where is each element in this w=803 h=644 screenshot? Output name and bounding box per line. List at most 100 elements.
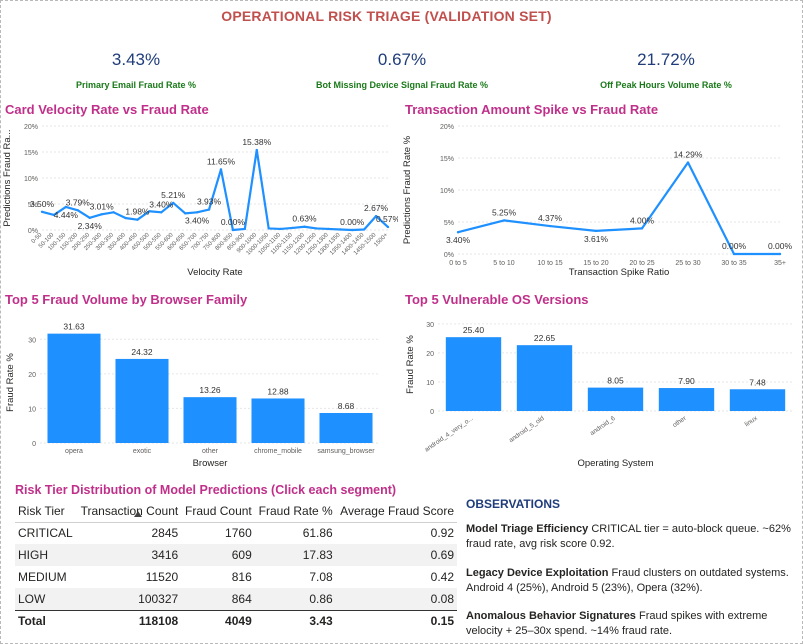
table-row[interactable]: HIGH 3416 609 17.83 0.69 <box>15 544 457 566</box>
table-row[interactable]: LOW 100327 864 0.86 0.08 <box>15 588 457 610</box>
data-point <box>207 208 211 211</box>
column-header[interactable]: Fraud Rate % <box>254 500 336 523</box>
cell-fraud-rate: 7.08 <box>309 570 333 584</box>
data-label: 0.00% <box>340 217 365 227</box>
x-tick-label: android_6 <box>589 415 617 438</box>
data-label: 11.65% <box>207 156 236 166</box>
x-axis-label: Browser <box>193 458 228 469</box>
bar <box>115 358 169 443</box>
kpi-value: 21.72% <box>637 50 695 69</box>
x-tick-label: 5 to 10 <box>493 260 515 267</box>
y-tick-label: 20 <box>28 372 36 379</box>
data-point <box>183 212 187 215</box>
observation-item: Legacy Device Exploitation Fraud cluster… <box>466 566 802 596</box>
y-tick-label: 10% <box>440 188 454 195</box>
spike-chart[interactable]: 0% 5% 10% 15% 20% 3.40% 5.25% 4.37% 3.61% 4.00% 14… <box>400 118 800 278</box>
data-label: 2.67% <box>364 203 389 213</box>
y-axis-label: Predictions Fraud Ra... <box>2 129 13 226</box>
y-tick-label: 0 <box>32 441 36 448</box>
data-label: 5.21% <box>161 190 186 200</box>
y-tick-label: 30 <box>28 337 36 344</box>
bar <box>516 345 573 411</box>
y-tick-label: 10% <box>24 176 38 183</box>
kpi-value: 0.67% <box>377 50 427 69</box>
y-tick-label: 10 <box>426 380 434 387</box>
data-point <box>640 227 644 230</box>
cell-tier: HIGH <box>15 544 77 566</box>
kpi-card-email[interactable]: 3.43% Primary Email Fraud Rate % <box>6 50 266 90</box>
data-label: 5.25% <box>492 207 517 217</box>
data-point <box>339 228 342 231</box>
browser-chart[interactable]: 0 10 20 30 31.63 opera 24.32 exotic 13.26 other 12… <box>0 308 398 473</box>
kpi-card-offpeak[interactable]: 21.72% Off Peak Hours Volume Rate % <box>536 50 796 90</box>
y-tick-label: 10 <box>28 406 36 413</box>
cell-total-label: Total <box>15 609 77 632</box>
bar <box>445 337 502 411</box>
cell-total-score: 0.15 <box>335 609 457 632</box>
data-label: 0.00% <box>768 241 793 251</box>
data-point <box>112 211 115 214</box>
os-chart[interactable]: 0 10 20 30 25.40 android_4_very_o... 22.65 andr… <box>400 308 800 473</box>
data-point <box>160 211 163 214</box>
table-header-row: Risk Tier Transaction Count Fraud Count … <box>15 500 457 523</box>
observation-text: Fraud spikes with extreme velocity + 25–… <box>466 610 768 637</box>
y-tick-label: 0% <box>444 252 454 259</box>
data-label: 7.48 <box>749 377 766 387</box>
data-point <box>303 225 306 228</box>
table-row[interactable]: MEDIUM 11520 816 7.08 0.42 <box>15 566 457 588</box>
y-tick-label: 15% <box>24 150 38 157</box>
observation-item: Anomalous Behavior Signatures Fraud spik… <box>466 609 802 639</box>
data-label: 31.63 <box>63 322 85 332</box>
observation-heading: Model Triage Efficiency <box>466 523 589 535</box>
cell-transaction-count: 100327 <box>76 588 182 610</box>
sort-ascending-icon[interactable] <box>134 511 142 517</box>
observation-text: CRITICAL tier = auto-block queue. ~62% f… <box>466 523 791 550</box>
data-label: 13.26 <box>199 385 221 395</box>
bar <box>47 333 101 443</box>
x-tick-label: 25 to 30 <box>675 260 700 267</box>
data-label: 0.57% <box>376 214 398 224</box>
column-header[interactable]: Fraud Count <box>181 500 255 523</box>
bar <box>251 398 305 443</box>
cell-tier: LOW <box>15 588 77 610</box>
cell-total-transactions: 118108 <box>76 609 182 632</box>
table-row[interactable]: CRITICAL 2845 1760 61.86 0.92 <box>15 522 457 544</box>
cell-tier: MEDIUM <box>18 570 67 584</box>
cell-transaction-count: 11520 <box>145 570 179 584</box>
velocity-chart[interactable]: 0% 5% 10% 15% 20% 3.50%4.44% 3.79% 2.34% 3.01% 1.… <box>0 118 398 278</box>
data-point <box>52 213 56 217</box>
spike-chart-title: Transaction Amount Spike vs Fraud Rate <box>405 102 659 117</box>
kpi-label: Primary Email Fraud Rate % <box>75 80 197 90</box>
data-point <box>219 168 223 171</box>
x-tick-label: other <box>202 448 219 455</box>
data-point <box>778 252 782 256</box>
data-label: 3.93% <box>197 197 222 207</box>
data-label: 3.40% <box>149 199 174 209</box>
data-label: 15.38% <box>242 137 271 147</box>
data-point <box>64 205 68 209</box>
data-label: 25.40 <box>463 325 485 335</box>
column-header[interactable]: Transaction Count <box>76 500 182 523</box>
kpi-card-bot[interactable]: 0.67% Bot Missing Device Signal Fraud Ra… <box>272 50 532 90</box>
data-label: 4.44% <box>54 210 79 220</box>
cell-fraud-rate: 61.86 <box>302 526 333 541</box>
data-point <box>136 218 139 221</box>
data-point <box>195 211 199 214</box>
column-header[interactable]: Average Fraud Score <box>335 500 457 523</box>
velocity-chart-title: Card Velocity Rate vs Fraud Rate <box>5 102 209 117</box>
x-tick-label: 10 to 15 <box>537 260 562 267</box>
data-label: 0.00% <box>722 241 747 251</box>
kpi-label: Bot Missing Device Signal Fraud Rate % <box>315 80 489 90</box>
y-tick-label: 30 <box>426 322 434 329</box>
data-point <box>255 148 258 152</box>
x-tick-label: opera <box>65 448 83 455</box>
data-label: 3.01% <box>90 201 115 211</box>
column-header[interactable]: Risk Tier <box>15 500 77 523</box>
cell-fraud-count: 1760 <box>225 526 252 541</box>
cell-transaction-count: 3416 <box>76 544 182 566</box>
data-point <box>231 228 235 232</box>
x-axis-label: Operating System <box>577 458 653 469</box>
series-line <box>457 161 780 256</box>
kpi-value: 3.43% <box>111 50 161 69</box>
cell-fraud-rate: 17.83 <box>254 544 336 566</box>
